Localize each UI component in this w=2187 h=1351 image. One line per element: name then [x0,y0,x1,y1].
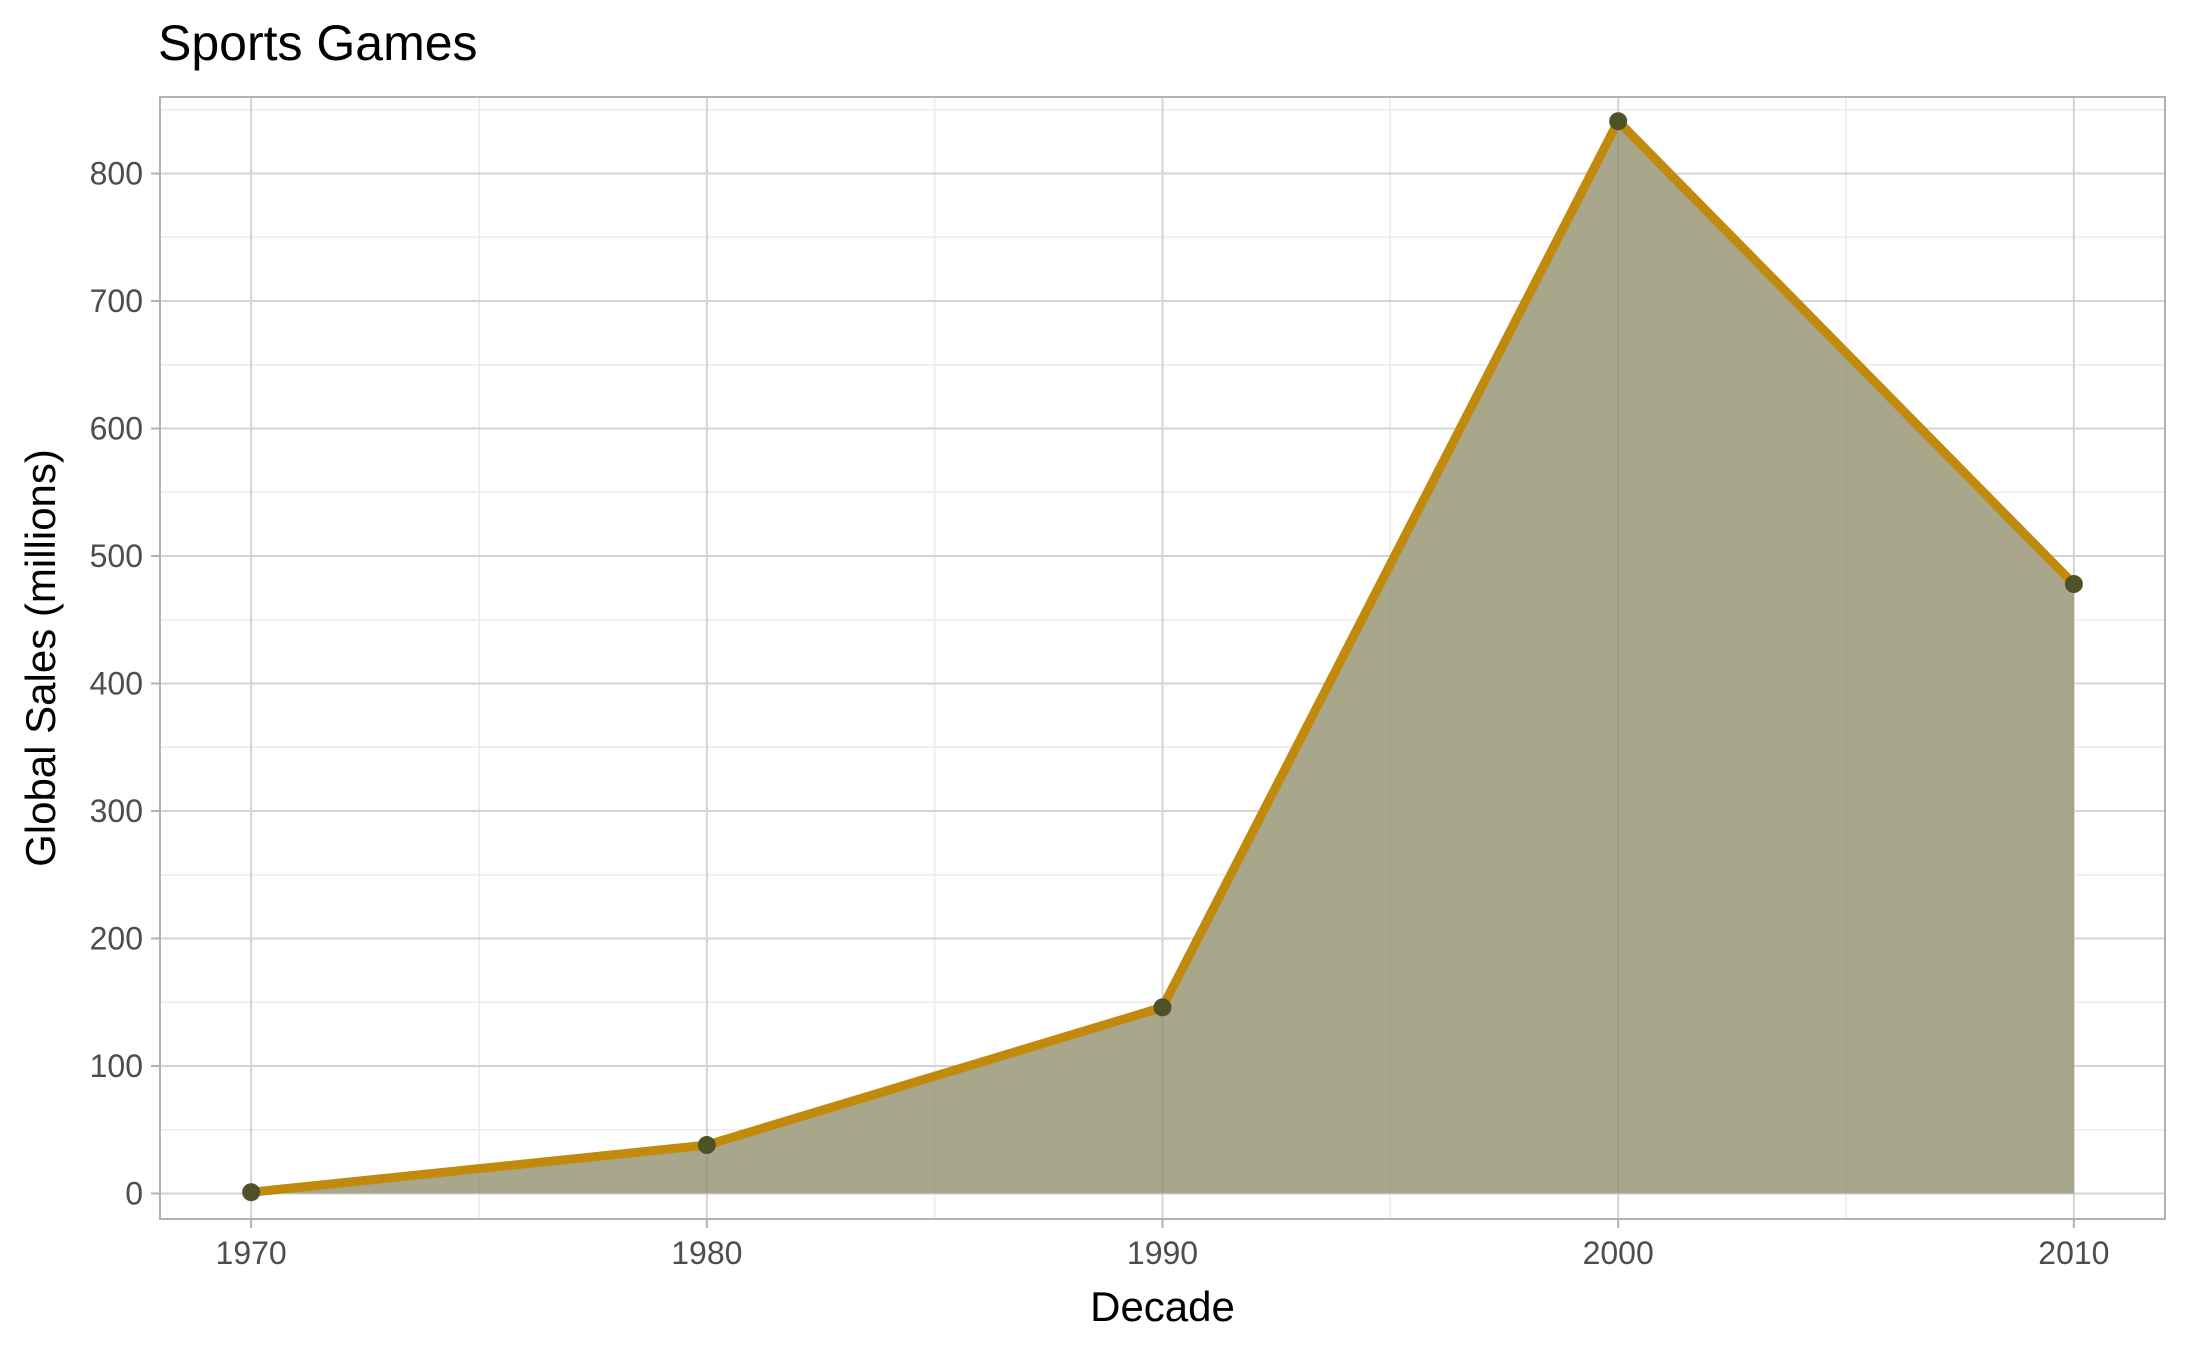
y-axis-ticks: 0 100 200 300 400 500 600 700 800 [90,156,160,1212]
y-tick-label: 400 [90,666,143,702]
data-point [2064,575,2083,594]
area-fill [251,121,2074,1194]
x-axis-ticks: 1970 1980 1990 2000 2010 [216,1219,2109,1271]
y-tick-label: 600 [90,411,143,447]
chart-title: Sports Games [158,15,478,71]
y-tick-label: 800 [90,156,143,192]
y-tick-label: 0 [125,1176,143,1212]
y-tick-label: 300 [90,793,143,829]
x-tick-label: 2000 [1583,1235,1654,1271]
y-tick-label: 200 [90,921,143,957]
y-axis-title: Global Sales (millions) [17,449,64,867]
x-tick-label: 2010 [2038,1235,2109,1271]
y-tick-label: 500 [90,538,143,574]
x-tick-label: 1970 [216,1235,287,1271]
x-tick-label: 1980 [671,1235,742,1271]
y-tick-label: 100 [90,1048,143,1084]
data-point [242,1183,261,1202]
data-points [242,112,2083,1202]
data-point [697,1136,716,1155]
data-point [1609,112,1628,131]
x-tick-label: 1990 [1127,1235,1198,1271]
data-point [1153,998,1172,1017]
y-tick-label: 700 [90,283,143,319]
x-axis-title: Decade [1090,1283,1235,1330]
